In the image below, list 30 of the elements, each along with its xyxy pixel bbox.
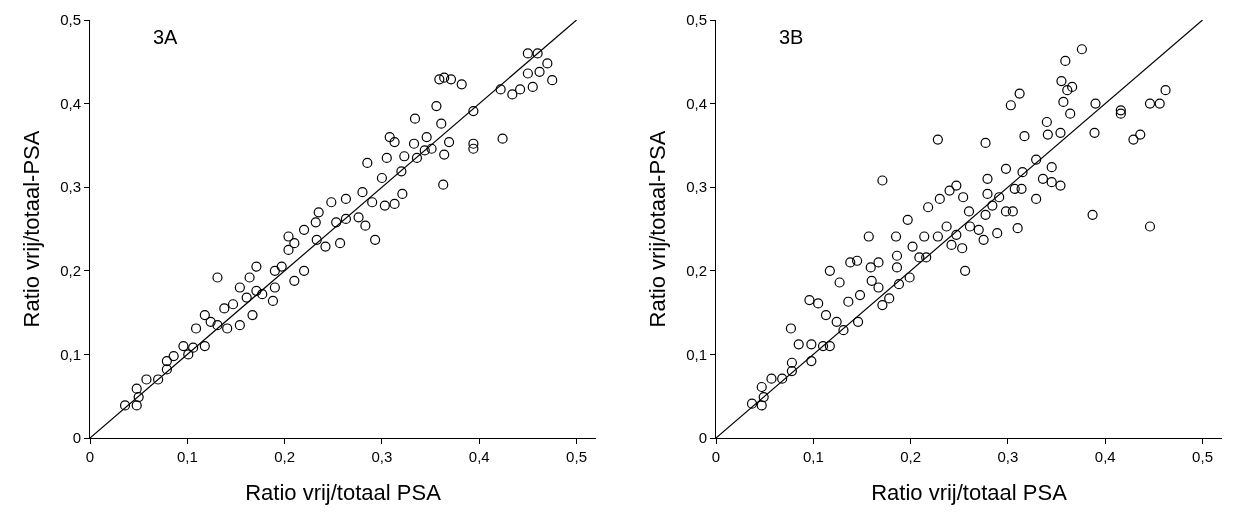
x-tick-label: 0,2 xyxy=(900,448,922,465)
y-tick-label: 0,5 xyxy=(686,11,707,29)
annotation: 3A xyxy=(153,26,179,48)
x-axis-title: Ratio vrij/totaal PSA xyxy=(245,479,442,505)
y-tick-label: 0 xyxy=(698,429,707,447)
y-tick-label: 0,3 xyxy=(686,178,707,196)
x-tick-label: 0,3 xyxy=(997,448,1019,465)
y-tick-label: 0,2 xyxy=(686,262,707,280)
y-axis-title: Ratio vrij/totaal-PSA xyxy=(18,130,44,328)
y-tick-label: 0 xyxy=(72,429,81,447)
y-tick-label: 0,3 xyxy=(60,178,81,196)
x-tick-label: 0,4 xyxy=(1094,448,1116,465)
y-tick-label: 0,5 xyxy=(60,11,81,29)
x-tick-label: 0,3 xyxy=(371,448,393,465)
y-tick-label: 0,1 xyxy=(60,345,81,363)
x-tick-label: 0,5 xyxy=(566,448,587,465)
x-axis-title: Ratio vrij/totaal PSA xyxy=(871,479,1068,505)
x-tick-label: 0,2 xyxy=(274,448,296,465)
x-tick-label: 0,1 xyxy=(176,448,198,465)
y-tick-label: 0,4 xyxy=(60,94,81,112)
y-axis-title: Ratio vrij/totaal-PSA xyxy=(644,130,670,328)
annotation: 3B xyxy=(779,26,804,48)
x-tick-label: 0,1 xyxy=(802,448,824,465)
x-tick-label: 0,4 xyxy=(468,448,490,465)
x-tick-label: 0 xyxy=(85,448,95,465)
y-tick-label: 0,4 xyxy=(686,94,707,112)
x-tick-label: 0,5 xyxy=(1192,448,1213,465)
y-tick-label: 0,1 xyxy=(686,345,707,363)
y-tick-label: 0,2 xyxy=(60,262,81,280)
x-tick-label: 0 xyxy=(711,448,721,465)
